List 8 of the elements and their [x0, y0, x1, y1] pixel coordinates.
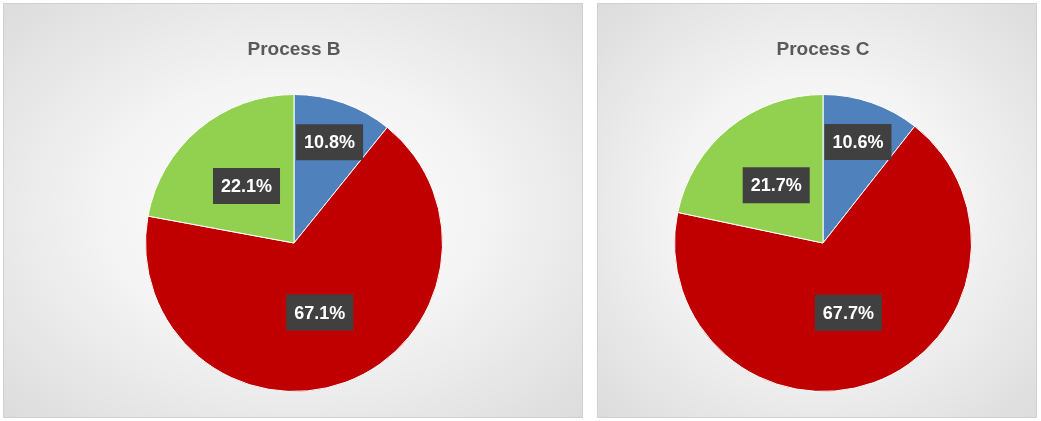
data-label: 67.7%	[822, 302, 874, 323]
data-label: 67.1%	[294, 302, 346, 323]
data-label: 10.8%	[304, 132, 356, 153]
data-label: 22.1%	[220, 175, 273, 196]
data-label: 10.6%	[832, 131, 884, 152]
chart-title: Process C	[776, 38, 870, 60]
data-label: 21.7%	[750, 175, 802, 196]
chart-title: Process B	[247, 38, 341, 60]
